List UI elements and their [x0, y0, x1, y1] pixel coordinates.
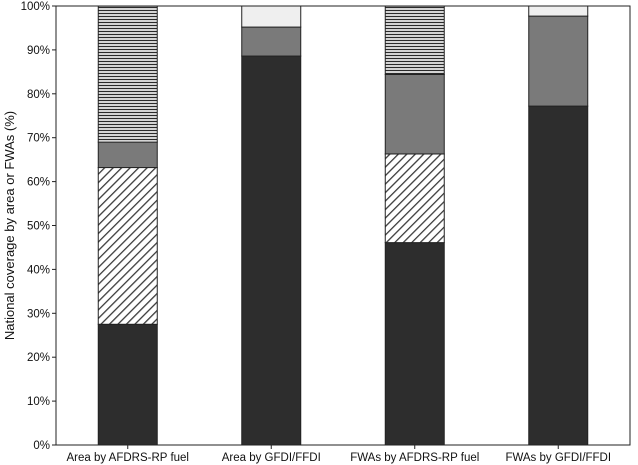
x-category-label: FWAs by AFDRS-RP fuel — [350, 452, 479, 464]
y-tick-label: 50% — [27, 221, 50, 233]
x-category-label: Area by AFDRS-RP fuel — [66, 452, 189, 464]
bar-segment-1-3 — [97, 141, 158, 169]
bar-segment-1-2 — [97, 167, 158, 325]
bar-segment-1-1 — [97, 323, 158, 446]
y-tick-label: 10% — [27, 396, 50, 408]
y-tick-label: 40% — [27, 264, 50, 276]
y-axis-title: National coverage by area or FWAs (%) — [2, 111, 17, 340]
bar-segment-3-4 — [384, 5, 445, 75]
x-category-label: Area by GFDI/FFDI — [222, 452, 321, 464]
bar-segment-2-3 — [241, 26, 302, 57]
bar-segment-4-5 — [528, 5, 589, 17]
y-tick-label: 60% — [27, 177, 50, 189]
y-tick-label: 100% — [21, 1, 50, 13]
bar-segment-3-3 — [384, 73, 445, 155]
y-tick-label: 80% — [27, 89, 50, 101]
bar-segment-1-4 — [97, 5, 158, 143]
x-category-label: FWAs by GFDI/FFDI — [505, 452, 611, 464]
bar-segment-3-1 — [384, 242, 445, 446]
y-tick-label: 30% — [27, 308, 50, 320]
y-axis: 0% 10% 20% 30% 40% 50% 60% 70% 80% 90% 100% — [21, 1, 56, 452]
y-tick-label: 20% — [27, 352, 50, 364]
y-tick-label: 70% — [27, 133, 50, 145]
bar-segment-2-1 — [241, 55, 302, 446]
bar-segment-4-3 — [528, 15, 589, 107]
bar-segment-3-2 — [384, 153, 445, 244]
y-tick-label: 0% — [33, 440, 50, 452]
y-tick-label: 90% — [27, 45, 50, 57]
bar-segment-4-1 — [528, 105, 589, 446]
bar-segment-2-5 — [241, 5, 302, 28]
x-axis: Area by AFDRS-RP fuel Area by GFDI/FFDI FW… — [66, 445, 611, 464]
bars — [97, 5, 589, 446]
